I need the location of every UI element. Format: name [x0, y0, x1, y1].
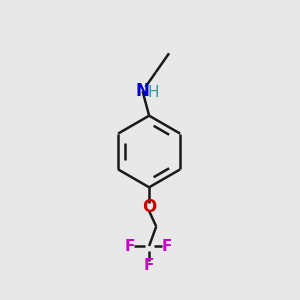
Text: F: F — [144, 258, 154, 273]
Text: H: H — [147, 85, 159, 100]
Text: N: N — [136, 82, 149, 100]
Text: F: F — [162, 238, 172, 253]
Text: F: F — [124, 238, 135, 253]
Text: O: O — [142, 198, 156, 216]
